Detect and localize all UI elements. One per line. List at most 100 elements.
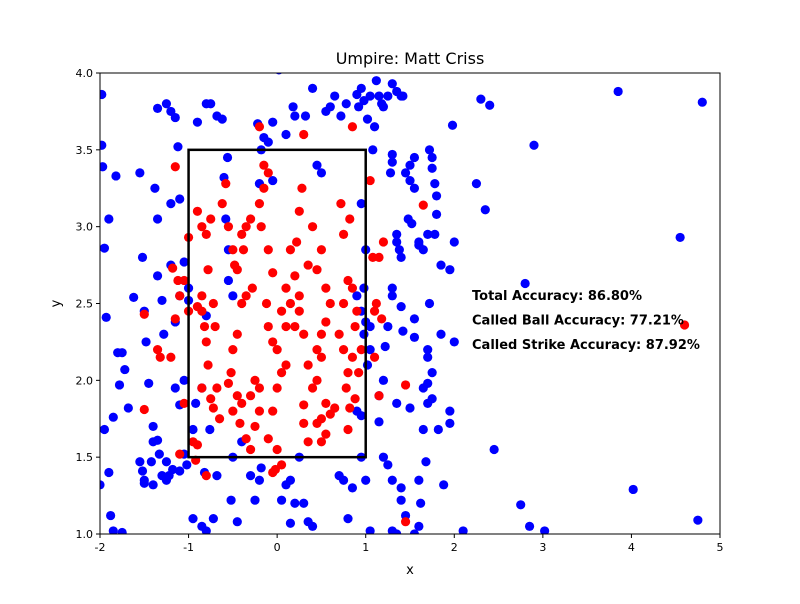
pitch-point (217, 199, 227, 209)
pitch-point (350, 321, 360, 332)
x-tick-label: 0 (274, 541, 281, 554)
pitch-point (418, 245, 428, 255)
pitch-point (241, 222, 251, 232)
pitch-point (210, 321, 220, 332)
pitch-point (303, 260, 313, 270)
y-tick-label: 3.5 (76, 144, 94, 157)
pitch-point (292, 237, 302, 247)
pitch-point (212, 471, 222, 481)
pitch-point (157, 471, 167, 481)
pitch-point (117, 527, 127, 534)
x-axis-label: x (406, 563, 414, 578)
pitch-point (206, 394, 216, 404)
pitch-point (416, 498, 426, 508)
pitch-point (449, 237, 459, 247)
pitch-point (256, 222, 266, 232)
pitch-point (208, 403, 218, 413)
pitch-point (281, 283, 291, 293)
pitch-point (247, 283, 257, 293)
pitch-point (152, 214, 163, 224)
pitch-point (290, 111, 300, 121)
pitch-point (281, 321, 291, 332)
pitch-point (214, 414, 225, 424)
pitch-point (359, 329, 369, 339)
pitch-point (137, 252, 148, 262)
pitch-point (430, 229, 440, 239)
pitch-point (520, 278, 530, 289)
pitch-point (378, 237, 389, 247)
pitch-point (365, 175, 375, 186)
pitch-point (387, 79, 397, 89)
pitch-point (228, 291, 238, 301)
pitch-point (281, 129, 291, 140)
pitch-point (336, 111, 346, 121)
pitch-point (150, 183, 160, 193)
pitch-point (338, 298, 349, 309)
pitch-point (431, 209, 442, 219)
pitch-point (268, 467, 278, 478)
pitch-point (423, 352, 433, 362)
pitch-point (208, 298, 218, 309)
pitch-point (161, 99, 172, 109)
pitch-point (383, 460, 393, 470)
pitch-point (341, 99, 351, 109)
pitch-point (268, 117, 278, 127)
pitch-point (343, 368, 353, 378)
pitch-point (458, 526, 468, 534)
pitch-point (117, 348, 127, 358)
pitch-point (369, 122, 380, 132)
pitch-point (405, 175, 415, 186)
pitch-point (407, 218, 417, 229)
pitch-point (675, 232, 685, 243)
pitch-point (254, 475, 265, 485)
pitch-point (129, 292, 139, 302)
pitch-point (334, 329, 344, 339)
pitch-point (294, 306, 304, 316)
pitch-point (421, 457, 431, 467)
pitch-point (312, 265, 322, 275)
pitch-point (299, 418, 309, 428)
pitch-point (338, 475, 349, 485)
pitch-point (197, 306, 207, 316)
pitch-point (418, 424, 428, 435)
pitch-point (152, 271, 163, 281)
pitch-point (101, 312, 111, 322)
pitch-point (316, 168, 327, 178)
pitch-point (359, 283, 369, 293)
pitch-point (445, 406, 455, 416)
pitch-point (362, 114, 373, 124)
pitch-point (427, 163, 437, 173)
pitch-point (259, 160, 269, 170)
pitch-point (365, 321, 375, 332)
pitch-point (141, 337, 151, 347)
pitch-point (371, 76, 381, 86)
pitch-point (201, 471, 211, 481)
pitch-point (347, 352, 358, 362)
pitch-point (173, 142, 183, 152)
x-tick-label: 1 (362, 541, 369, 554)
pitch-point (529, 140, 539, 150)
pitch-point (232, 391, 242, 401)
pitch-point (300, 111, 311, 121)
pitch-point (245, 444, 256, 455)
pitch-point (431, 191, 442, 201)
pitch-point (312, 160, 322, 170)
pitch-point (221, 214, 231, 224)
pitch-point (445, 265, 455, 275)
pitch-point (414, 521, 424, 531)
pitch-point (152, 435, 163, 445)
pitch-point (427, 368, 437, 378)
accuracy-annotation: Called Strike Accuracy: 87.92% (472, 338, 700, 353)
pitch-point (409, 314, 420, 324)
pitch-point (299, 329, 309, 339)
pitch-point (199, 321, 210, 332)
pitch-point (480, 205, 490, 215)
pitch-point (423, 345, 433, 355)
pitch-point (352, 306, 362, 316)
pitch-point (400, 517, 411, 527)
pitch-point (294, 206, 304, 216)
pitch-point (516, 500, 526, 510)
pitch-point (387, 149, 397, 160)
accuracy-annotations: Total Accuracy: 86.80% Called Ball Accura… (472, 289, 700, 353)
pitch-point (325, 298, 335, 309)
